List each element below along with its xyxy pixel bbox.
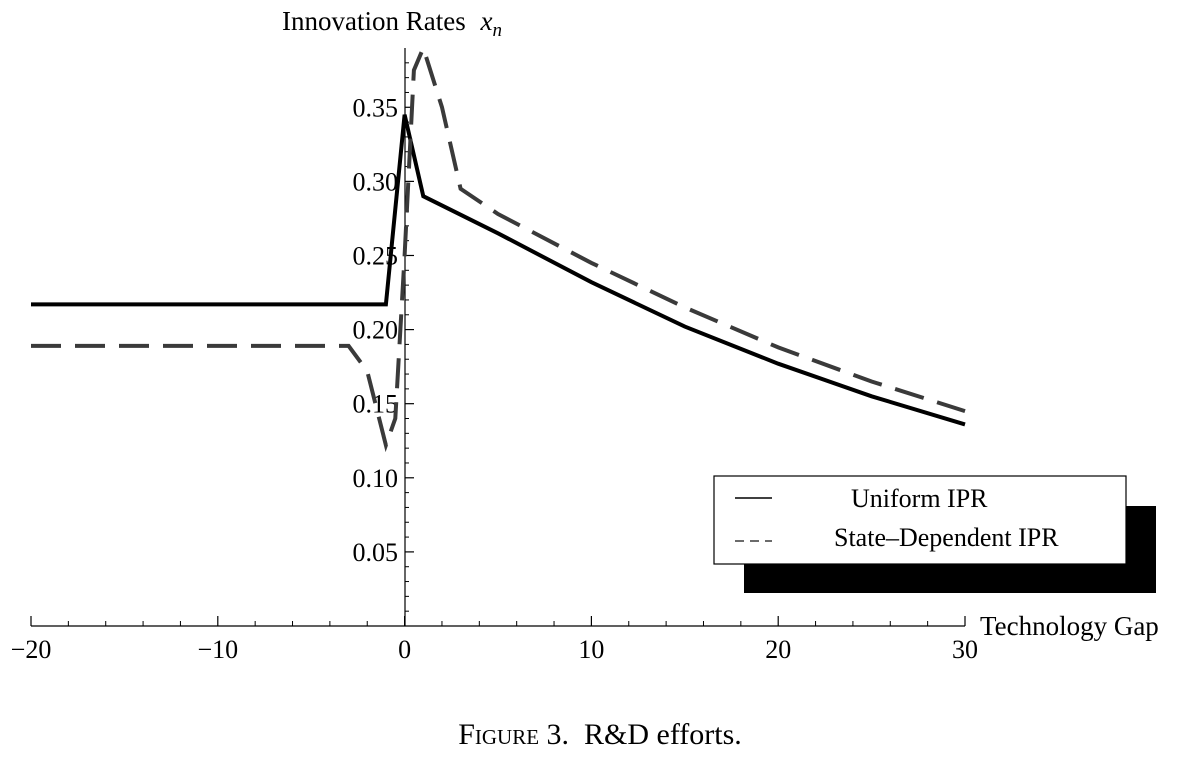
x-tick-label: −10: [197, 635, 238, 664]
x-tick-label: −20: [11, 635, 52, 664]
y-tick-label: 0.30: [353, 167, 399, 196]
legend-box: [713, 475, 1127, 565]
y-tick-label: 0.20: [353, 316, 399, 345]
y-axis-title-text: Innovation Rates: [282, 6, 466, 36]
y-tick-label: 0.15: [353, 390, 399, 419]
series-layer: [31, 48, 966, 453]
y-axis-title-variable: x: [479, 6, 492, 36]
legend-label-uniform: Uniform IPR: [851, 484, 988, 513]
series-line-uniform: [31, 114, 966, 427]
figure-caption: Figure 3. R&D efforts.: [0, 718, 1200, 752]
series-line-state-dependent: [31, 48, 966, 453]
legend: Uniform IPR State–Dependent IPR: [713, 475, 1156, 593]
x-tick-label: 10: [578, 635, 604, 664]
figure-number: Figure 3.: [458, 718, 570, 751]
legend-label-state-dependent: State–Dependent IPR: [834, 523, 1059, 552]
x-tick-label: 30: [952, 635, 978, 664]
y-tick-label: 0.05: [353, 538, 399, 567]
x-tick-label: 0: [398, 635, 411, 664]
y-tick-label: 0.10: [353, 464, 399, 493]
x-axis-title: Technology Gap: [980, 611, 1159, 641]
y-axis-title-subscript: n: [492, 20, 502, 41]
x-tick-label: 20: [765, 635, 791, 664]
y-axis-title: Innovation Rates xn: [282, 6, 502, 41]
line-chart: −20 −10 0 10 20 300.050.100.150.200.250.300.3…: [11, 6, 1159, 664]
figure-caption-text: R&D efforts.: [584, 718, 742, 751]
y-tick-label: 0.35: [353, 93, 399, 122]
